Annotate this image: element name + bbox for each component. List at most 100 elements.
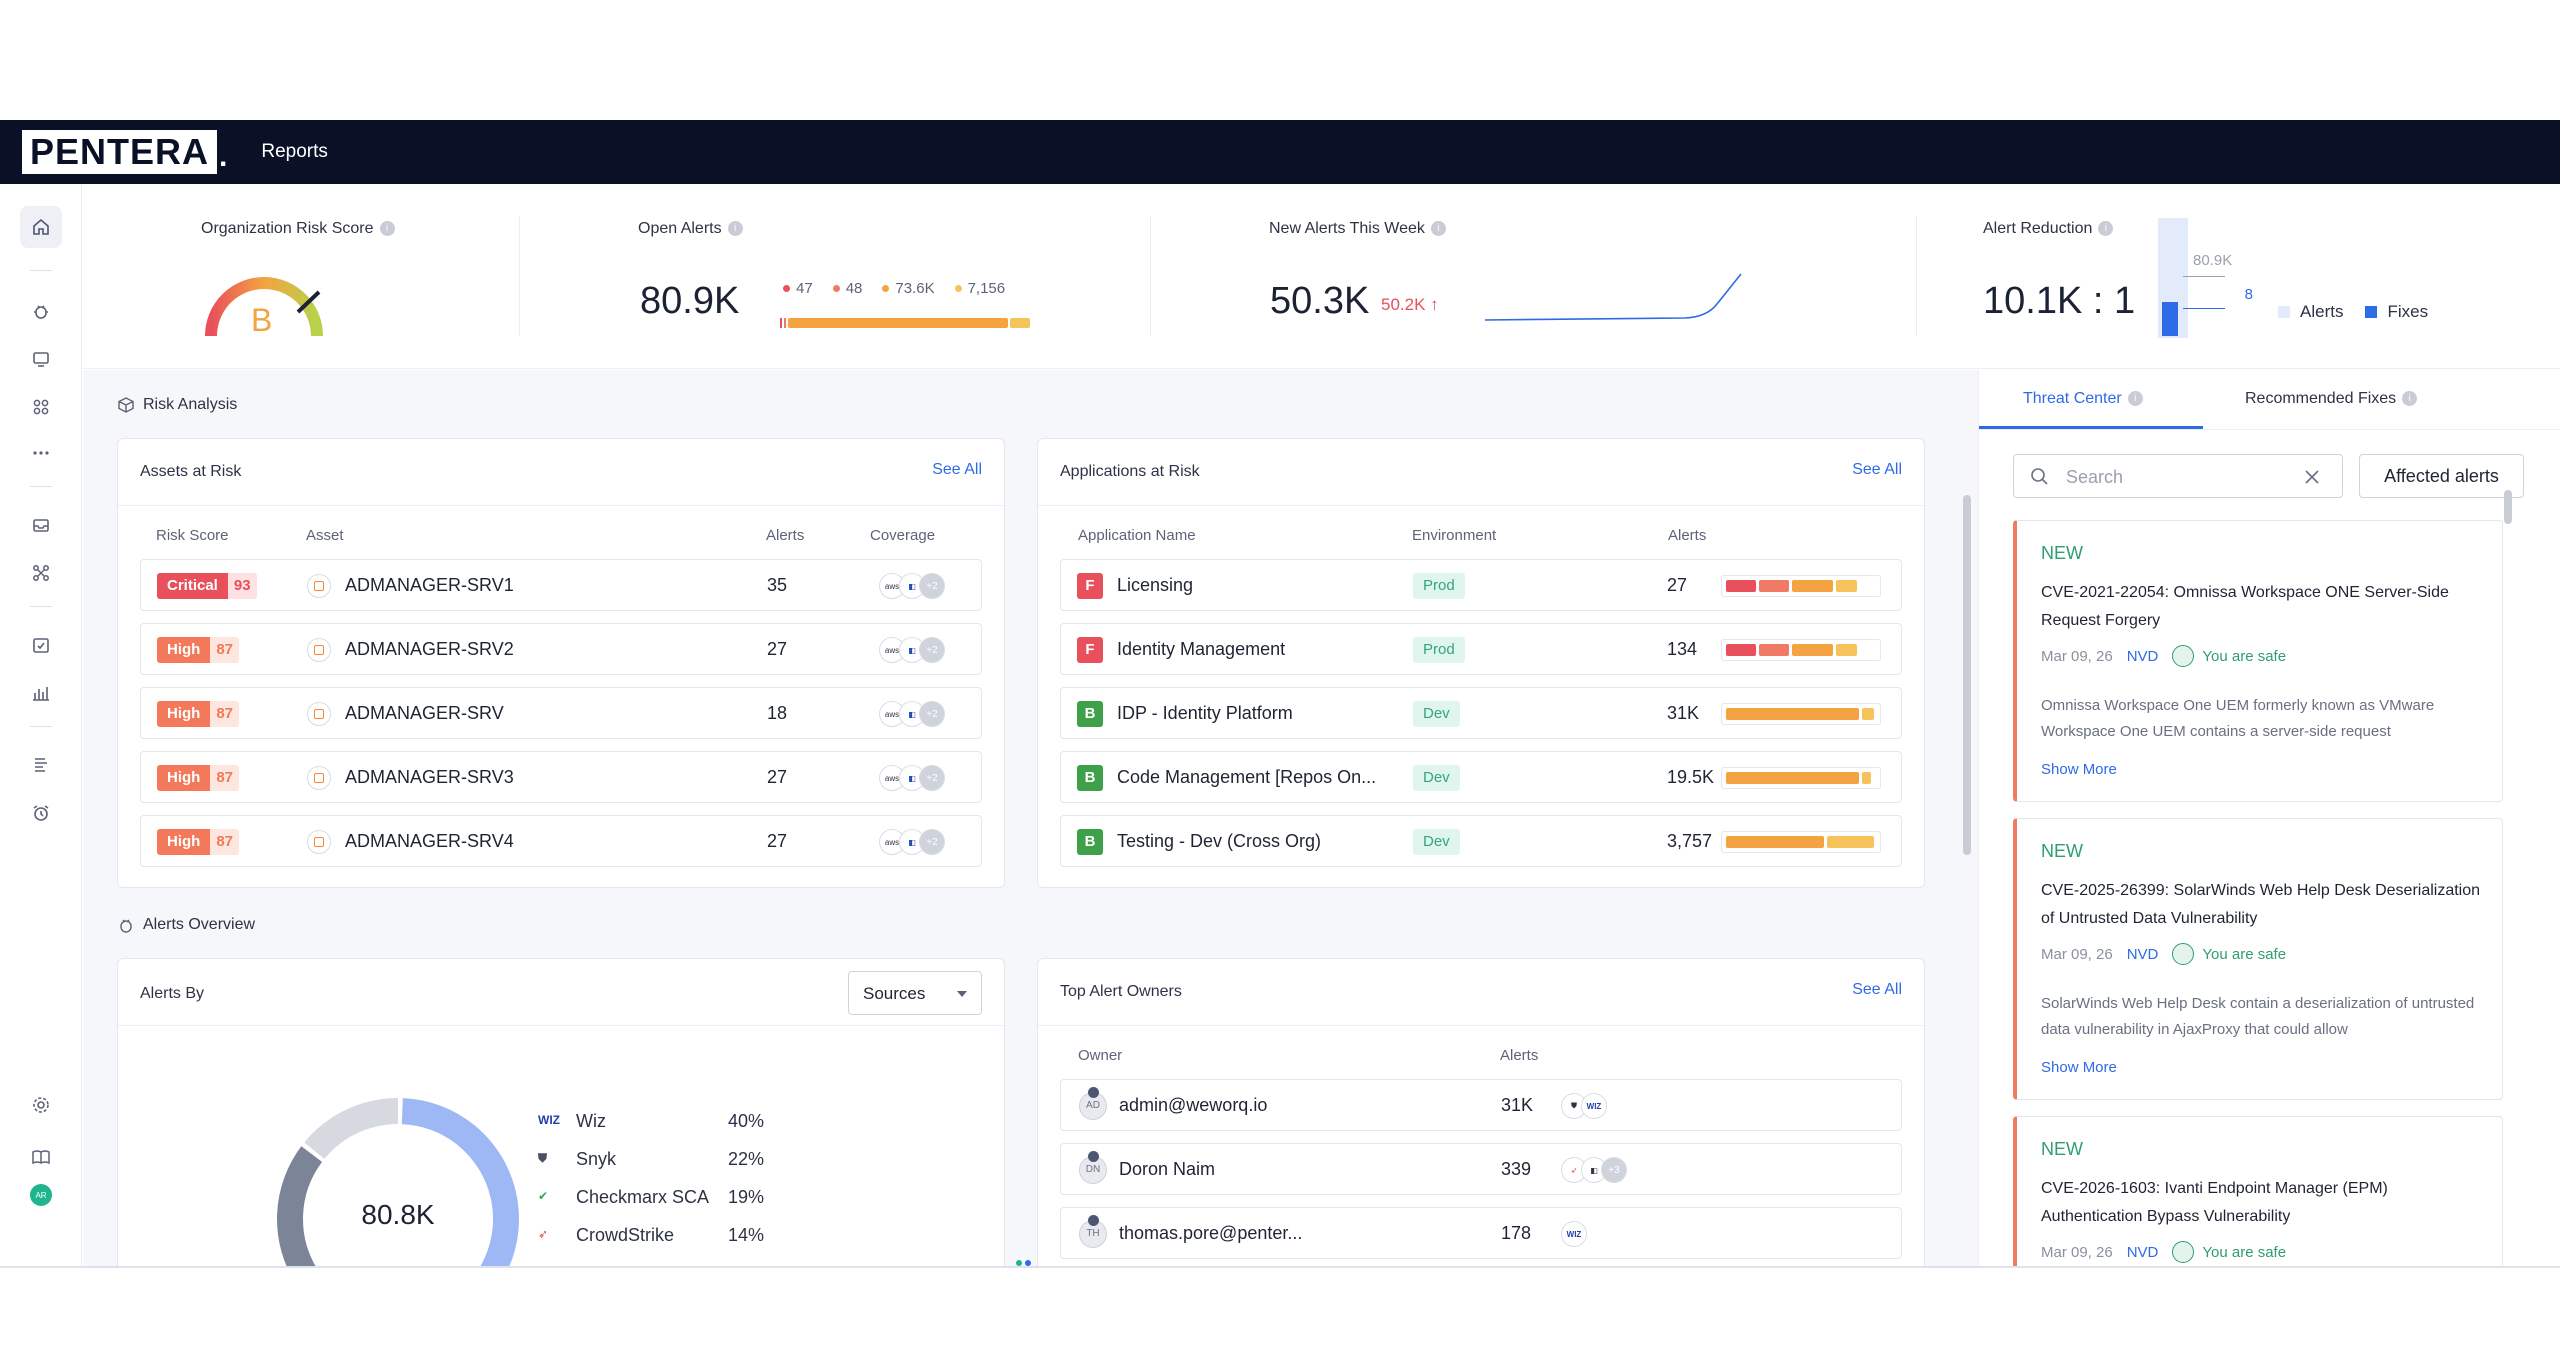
- threat-title[interactable]: CVE-2021-22054: Omnissa Workspace ONE Se…: [2041, 584, 2449, 629]
- app-grade-badge: F: [1077, 637, 1103, 663]
- asset-name[interactable]: ADMANAGER-SRV2: [345, 639, 514, 659]
- affected-alerts-button[interactable]: Affected alerts: [2359, 454, 2524, 498]
- threat-meta: Mar 09, 26 NVD You are safe: [2041, 1241, 2286, 1263]
- network-icon[interactable]: [20, 552, 62, 594]
- owners-see-all-link[interactable]: See All: [1852, 981, 1902, 998]
- tab-recommended-fixes[interactable]: Recommended Fixes i: [2245, 390, 2418, 408]
- asset-row[interactable]: High 87 ADMANAGER-SRV2 27 aws ◧ +2: [140, 623, 982, 675]
- owner-source-icons[interactable]: ⛊ WIZ: [1561, 1093, 1607, 1119]
- threat-card[interactable]: NEW CVE-2021-22054: Omnissa Workspace ONE…: [2013, 520, 2503, 802]
- bug-icon[interactable]: [20, 290, 62, 332]
- threat-card[interactable]: NEW CVE-2026-1603: Ivanti Endpoint Manage…: [2013, 1116, 2503, 1268]
- inbox-icon[interactable]: [20, 504, 62, 546]
- threat-scroll-thumb[interactable]: [2504, 490, 2512, 524]
- legend-fixes: Fixes: [2387, 302, 2429, 321]
- coverage-icons[interactable]: aws ◧ +2: [879, 637, 945, 663]
- threat-title[interactable]: CVE-2025-26399: SolarWinds Web Help Desk…: [2041, 882, 2481, 927]
- checklist-icon[interactable]: [20, 624, 62, 666]
- legend-item[interactable]: ⛊ Snyk 22%: [538, 1149, 798, 1173]
- alerts-by-select[interactable]: Sources: [848, 971, 982, 1015]
- card-divider: [1038, 1025, 1924, 1026]
- asset-row[interactable]: High 87 ADMANAGER-SRV 18 aws ◧ +2: [140, 687, 982, 739]
- alarm-clock-icon[interactable]: [20, 792, 62, 834]
- application-row[interactable]: B Testing - Dev (Cross Org) Dev 3,757: [1060, 815, 1902, 867]
- application-row[interactable]: B Code Management [Repos On... Dev 19.5K: [1060, 751, 1902, 803]
- donut-slice-wiz[interactable]: [401, 1098, 519, 1268]
- threat-source-link[interactable]: NVD: [2126, 1243, 2159, 1261]
- main-scroll-thumb[interactable]: [1963, 495, 1971, 855]
- application-row[interactable]: F Licensing Prod 27: [1060, 559, 1902, 611]
- applications-see-all-link[interactable]: See All: [1852, 461, 1902, 478]
- application-row[interactable]: F Identity Management Prod 134: [1060, 623, 1902, 675]
- owner-source-icons[interactable]: ➶ ◧ +3: [1561, 1157, 1627, 1183]
- owner-row[interactable]: AD admin@weworq.io 31K ⛊ WIZ: [1060, 1079, 1902, 1131]
- threat-title[interactable]: CVE-2026-1603: Ivanti Endpoint Manager (…: [2041, 1180, 2388, 1225]
- home-icon[interactable]: [20, 206, 62, 248]
- legend-item[interactable]: ➶ CrowdStrike 14%: [538, 1225, 798, 1249]
- legend-item[interactable]: WIZ Wiz 40%: [538, 1111, 798, 1135]
- asset-row[interactable]: High 87 ADMANAGER-SRV3 27 aws ◧ +2: [140, 751, 982, 803]
- assets-see-all-link[interactable]: See All: [932, 461, 982, 478]
- info-icon[interactable]: i: [1430, 221, 1446, 237]
- application-name[interactable]: IDP - Identity Platform: [1117, 703, 1293, 723]
- application-name[interactable]: Testing - Dev (Cross Org): [1117, 831, 1322, 851]
- safe-status-text: You are safe: [2202, 945, 2287, 963]
- coverage-icons[interactable]: aws ◧ +2: [879, 573, 945, 599]
- donut-slice-checkmarx-sca[interactable]: [277, 1146, 323, 1268]
- asset-name[interactable]: ADMANAGER-SRV: [345, 703, 504, 723]
- user-avatar[interactable]: AR: [30, 1184, 52, 1206]
- threat-source-link[interactable]: NVD: [2126, 647, 2159, 665]
- asset-icon-glyph: [314, 709, 324, 719]
- show-more-link[interactable]: Show More: [2041, 1059, 2117, 1076]
- nav-reports[interactable]: Reports: [261, 141, 328, 162]
- info-icon[interactable]: i: [2402, 391, 2418, 407]
- asset-type-icon: [307, 766, 331, 790]
- owner-name[interactable]: thomas.pore@penter...: [1119, 1223, 1303, 1243]
- application-alerts: 31K: [1667, 703, 1700, 723]
- threat-card[interactable]: NEW CVE-2025-26399: SolarWinds Web Help D…: [2013, 818, 2503, 1100]
- asset-name[interactable]: ADMANAGER-SRV3: [345, 767, 514, 787]
- asset-name[interactable]: ADMANAGER-SRV4: [345, 831, 514, 851]
- info-icon[interactable]: i: [2098, 221, 2114, 237]
- owner-name[interactable]: admin@weworq.io: [1119, 1095, 1268, 1115]
- info-icon[interactable]: i: [379, 221, 395, 237]
- legend-item[interactable]: ✔ Checkmarx SCA 19%: [538, 1187, 798, 1211]
- owner-row[interactable]: TH thomas.pore@penter... 178 WIZ: [1060, 1207, 1902, 1259]
- owner-row[interactable]: DN Doron Naim 339 ➶ ◧ +3: [1060, 1143, 1902, 1195]
- owner-source-icons[interactable]: WIZ: [1561, 1221, 1587, 1247]
- donut-slice-crowdstrike[interactable]: [304, 1098, 399, 1160]
- asset-row[interactable]: Critical 93 ADMANAGER-SRV1 35 aws ◧ +2: [140, 559, 982, 611]
- asset-row[interactable]: High 87 ADMANAGER-SRV4 27 aws ◧ +2: [140, 815, 982, 867]
- asset-alerts: 27: [767, 639, 788, 659]
- application-name[interactable]: Licensing: [1117, 575, 1194, 595]
- threat-source-link[interactable]: NVD: [2126, 945, 2159, 963]
- coverage-icons[interactable]: aws ◧ +2: [879, 765, 945, 791]
- main-scrollbar[interactable]: [1960, 370, 1972, 970]
- owner-name[interactable]: Doron Naim: [1119, 1159, 1216, 1179]
- source-name: Snyk: [576, 1149, 617, 1169]
- col-header-owner: Owner: [1078, 1047, 1123, 1064]
- coverage-icons[interactable]: aws ◧ +2: [879, 701, 945, 727]
- bar-chart-icon[interactable]: [20, 672, 62, 714]
- brand-logo[interactable]: PENTERA: [22, 130, 218, 174]
- application-row[interactable]: B IDP - Identity Platform Dev 31K: [1060, 687, 1902, 739]
- clear-x-icon[interactable]: [2304, 469, 2320, 485]
- threat-scrollbar[interactable]: [2503, 450, 2513, 1268]
- apps-grid-icon[interactable]: [20, 386, 62, 428]
- more-dots-icon[interactable]: [20, 432, 62, 474]
- book-icon[interactable]: [20, 1136, 62, 1178]
- monitor-icon[interactable]: [20, 338, 62, 380]
- settings-gear-icon[interactable]: [20, 1084, 62, 1126]
- threat-search-input[interactable]: Search: [2013, 454, 2343, 498]
- show-more-link[interactable]: Show More: [2041, 761, 2117, 778]
- application-name[interactable]: Code Management [Repos On...: [1117, 767, 1377, 787]
- asset-name[interactable]: ADMANAGER-SRV1: [345, 575, 514, 595]
- tab-threat-center[interactable]: Threat Center i: [2023, 390, 2143, 408]
- report-icon[interactable]: [20, 744, 62, 786]
- drag-handle[interactable]: [1016, 1260, 1032, 1268]
- info-icon[interactable]: i: [727, 221, 743, 237]
- info-icon[interactable]: i: [2127, 391, 2143, 407]
- application-name[interactable]: Identity Management: [1117, 639, 1286, 659]
- severity-segment: [1836, 644, 1857, 656]
- coverage-icons[interactable]: aws ◧ +2: [879, 829, 945, 855]
